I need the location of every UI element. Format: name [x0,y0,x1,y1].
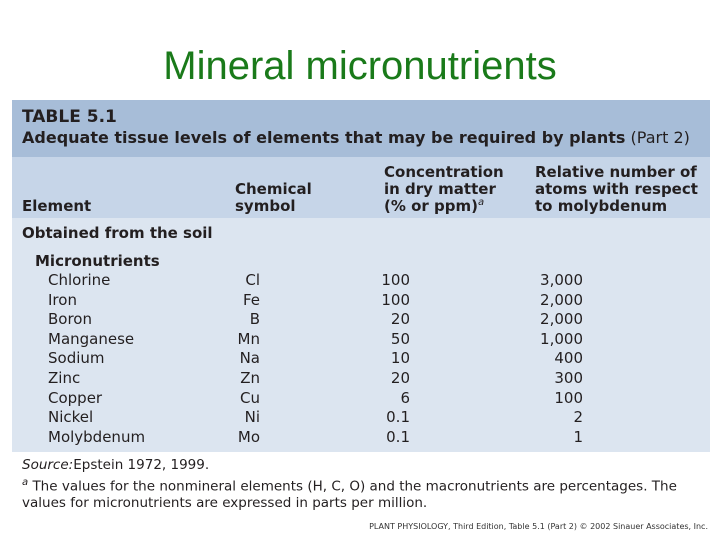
table-cell: Ni [244,408,260,427]
source: Source:Epstein 1972, 1999. [22,457,209,473]
footnote-line: values for micronutrients are expressed … [22,494,428,511]
table-cell: Na [239,349,260,368]
table-caption-line: Adequate tissue levels of elements that … [22,128,690,147]
column-header: Chemical [235,180,312,198]
table-cell: 300 [554,369,583,387]
slide-title: Mineral micronutrients [163,44,557,88]
table-cell: 20 [390,310,410,329]
table-cell: 6 [400,388,410,407]
column-header: Element [22,197,92,215]
table-cell: 100 [381,290,410,309]
column-header: to molybdenum [535,197,668,215]
table-cell: B [249,310,260,329]
table-label: TABLE 5.1 [22,107,117,127]
table-cell: Boron [48,310,92,329]
column-header: in dry matter [384,180,496,198]
table-cell: 1 [573,427,583,446]
table-body-band [12,218,710,452]
footnote-line: The values for the nonmineral elements (… [32,478,677,495]
table-cell: 10 [390,349,410,368]
footnote: a The values for the nonmineral elements… [22,475,677,511]
table-cell: Sodium [48,349,105,368]
table-cell: 0.1 [386,408,410,427]
source-text: Epstein 1972, 1999. [73,457,210,473]
table-part: (Part 2) [630,128,690,147]
table-cell: 2,000 [540,310,583,329]
table-cell: Cu [240,388,260,407]
table-cell: Nickel [48,408,94,427]
table-header-band [12,157,710,218]
column-header: symbol [235,197,296,215]
table-cell: 50 [390,329,410,348]
table-cell: 20 [390,369,410,387]
table-cell: 400 [554,349,583,368]
table-cell: 2,000 [540,290,583,309]
footnote-marker: a [22,477,29,488]
column-header: atoms with respect [535,180,698,198]
table-cell: Zn [240,369,260,387]
column-header: Relative number of [535,163,697,181]
credit: PLANT PHYSIOLOGY, Third Edition, Table 5… [369,522,708,531]
column-note-marker: a [478,197,485,208]
table-caption: Adequate tissue levels of elements that … [22,128,626,147]
table-cell: 3,000 [540,271,583,289]
group-label: Micronutrients [35,252,160,270]
table-cell: 100 [554,388,583,407]
table-cell: 0.1 [386,427,410,446]
section-label: Obtained from the soil [22,224,213,242]
table-cell: 100 [381,271,410,289]
column-header: (% or ppm)a [384,197,485,215]
table-cell: Molybdenum [48,427,146,446]
table-cell: 2 [573,408,583,427]
table-cell: Fe [242,290,260,309]
table-cell: Mo [237,427,260,446]
table-cell: Manganese [48,329,135,348]
table-cell: Iron [48,290,77,309]
column-header: Concentration [384,163,504,181]
source-label: Source: [22,457,74,473]
table-cell: Chlorine [48,271,111,289]
table-cell: 1,000 [540,329,583,348]
table-cell: Copper [48,388,103,407]
table-cell: Cl [245,271,260,289]
table-cell: Mn [237,329,260,348]
table-cell: Zinc [48,369,81,387]
table-title-band [12,100,710,157]
